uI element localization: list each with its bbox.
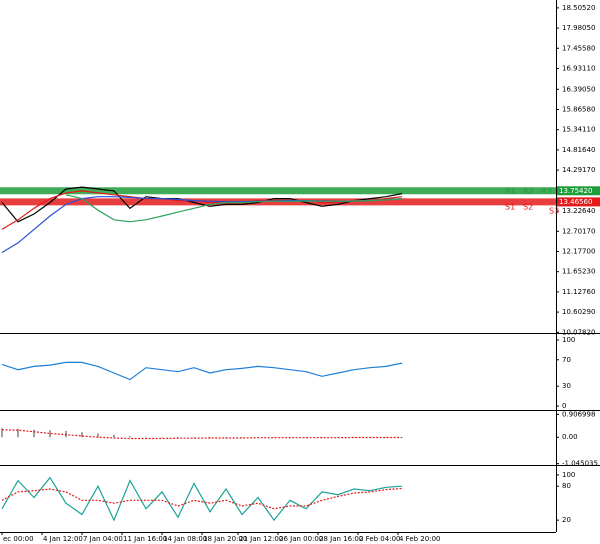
level-tag: S2 (523, 202, 533, 211)
level-tag: S1 (505, 202, 515, 211)
x-tick-label: 18 Jan 20:00 (203, 535, 247, 543)
level-tag: R1 (505, 186, 516, 195)
histogram-bar (353, 436, 355, 438)
level-tag: S3 (549, 206, 559, 215)
series-line (1, 487, 403, 510)
x-tick-label: 26 Jan 00:00 (279, 535, 323, 543)
y-tick-label: 100 (562, 471, 575, 479)
y-tick-label: 15.34110 (562, 126, 595, 134)
y-tick-label: 12.70170 (562, 227, 595, 235)
series-line (65, 194, 403, 223)
x-tick-label: 21 Jan 12:00 (239, 535, 283, 543)
y-tick-label: 70 (562, 356, 571, 364)
histogram-bar (33, 429, 35, 438)
y-tick-label: 17.45580 (562, 44, 595, 52)
y-tick-label: 12.17700 (562, 248, 595, 256)
histogram-bar (129, 435, 131, 438)
y-tick-label: 10.07820 (562, 328, 595, 336)
level-label: 13.75420 (559, 187, 592, 195)
series-line (1, 429, 402, 440)
x-tick-label: 14 Jan 08:00 (163, 535, 207, 543)
level-label: 13.46560 (559, 198, 592, 206)
y-tick-label: 0.906998 (562, 410, 595, 418)
level-label-box (557, 197, 600, 207)
histogram-bar (113, 434, 115, 438)
y-tick-label: 11.65230 (562, 268, 595, 276)
level-tag: R3 (541, 186, 552, 195)
level-tag: R2 (523, 186, 534, 195)
y-tick-label: 80 (562, 482, 571, 490)
x-tick-label: 4 Feb 20:00 (399, 535, 440, 543)
y-tick-label: 20 (562, 516, 571, 524)
y-tick-label: 0.00 (562, 433, 578, 441)
histogram-bar (145, 436, 147, 438)
histogram-bar (209, 436, 211, 438)
histogram-bar (177, 436, 179, 438)
y-tick-label: 100 (562, 336, 575, 344)
histogram-bar (241, 436, 243, 438)
y-tick-label: 11.12760 (562, 288, 595, 296)
y-tick-label: 30 (562, 382, 571, 390)
series-line (1, 361, 403, 381)
y-tick-label: 0 (562, 402, 566, 410)
x-tick-label: ec 00:00 (3, 535, 34, 543)
x-tick-label: 4 Jan 12:00 (43, 535, 83, 543)
y-tick-label: 14.81640 (562, 146, 595, 154)
level-label-box (557, 186, 600, 196)
histogram-bar (1, 428, 3, 438)
y-tick-label: 10.60290 (562, 308, 595, 316)
histogram-bar (97, 433, 99, 438)
histogram-bar (225, 436, 227, 438)
histogram-bar (65, 430, 67, 438)
histogram-bar (49, 430, 51, 438)
y-tick-label: 13.22640 (562, 207, 595, 215)
histogram-bar (161, 436, 163, 438)
histogram-bar (81, 432, 83, 438)
y-tick-label: 14.29170 (562, 166, 595, 174)
x-tick-label: 7 Jan 04:00 (83, 535, 123, 543)
y-tick-label: 18.50520 (562, 4, 595, 12)
x-tick-label: 28 Jan 16:00 (319, 535, 363, 543)
series-line (1, 186, 403, 223)
histogram-bar (193, 436, 195, 438)
histogram-bar (273, 436, 275, 438)
x-tick-label: 11 Jan 16:00 (123, 535, 167, 543)
series-line (1, 476, 403, 522)
y-tick-label: 16.39050 (562, 85, 595, 93)
histogram-bar (17, 428, 19, 438)
x-tick-label: 2 Feb 04:00 (359, 535, 400, 543)
histogram-bar (305, 436, 307, 438)
y-tick-label: -1.045035 (562, 460, 598, 468)
y-tick-label: 17.98050 (562, 24, 595, 32)
histogram-bar (385, 436, 387, 438)
y-tick-label: 16.93110 (562, 64, 595, 72)
y-tick-label: 15.86580 (562, 105, 595, 113)
